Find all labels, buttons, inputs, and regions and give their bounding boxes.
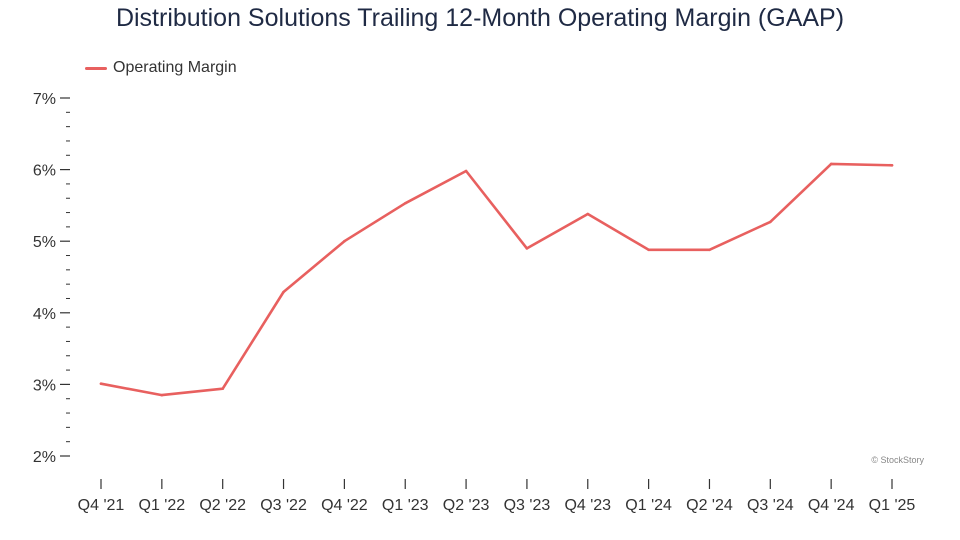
x-tick-label: Q4 '22	[321, 497, 368, 514]
x-tick-label: Q1 '23	[382, 497, 429, 514]
data-point	[829, 162, 833, 166]
y-tick-label: 6%	[33, 163, 56, 180]
x-tick-label: Q4 '21	[78, 497, 125, 514]
data-point	[647, 248, 650, 252]
data-point	[890, 164, 894, 167]
y-tick-label: 4%	[33, 306, 56, 323]
x-tick-label: Q3 '22	[260, 497, 307, 514]
data-point	[586, 212, 590, 216]
y-tick-label: 2%	[33, 449, 56, 466]
data-point	[525, 247, 529, 250]
data-point	[343, 239, 346, 243]
legend-swatch	[85, 66, 107, 70]
x-tick-label: Q4 '23	[564, 497, 611, 514]
data-point	[282, 290, 285, 294]
data-point	[160, 393, 164, 397]
x-tick-label: Q2 '24	[686, 497, 733, 514]
x-axis: Q4 '21 Q1 '22 Q2 '22 Q3 '22 Q4 '22 Q1 '23 Q2 '…	[78, 479, 916, 514]
x-tick-label: Q1 '22	[139, 497, 186, 514]
y-tick-label: 3%	[33, 377, 56, 394]
data-point	[403, 201, 407, 205]
x-tick-label: Q3 '24	[747, 497, 794, 514]
y-tick-label: 7%	[33, 91, 56, 108]
watermark: © StockStory	[871, 455, 924, 465]
chart-title: Distribution Solutions Trailing 12-Month…	[115, 4, 845, 32]
x-tick-label: Q1 '25	[869, 497, 916, 514]
x-tick-label: Q4 '24	[808, 497, 855, 514]
x-tick-label: Q1 '24	[625, 497, 672, 514]
legend-label: Operating Margin	[113, 59, 237, 76]
x-tick-label: Q3 '23	[504, 497, 551, 514]
data-point	[769, 220, 772, 224]
legend: Operating Margin	[85, 59, 237, 77]
data-point	[464, 169, 468, 173]
data-point	[99, 382, 103, 385]
x-tick-label: Q2 '22	[199, 497, 246, 514]
y-tick-label: 5%	[33, 234, 56, 251]
x-tick-label: Q2 '23	[443, 497, 490, 514]
series-line	[99, 162, 894, 397]
series-layer	[99, 162, 894, 397]
y-axis: 2% 3% 4% 5% 6% 7%	[33, 91, 70, 466]
data-point	[708, 248, 711, 252]
data-point	[221, 387, 224, 390]
